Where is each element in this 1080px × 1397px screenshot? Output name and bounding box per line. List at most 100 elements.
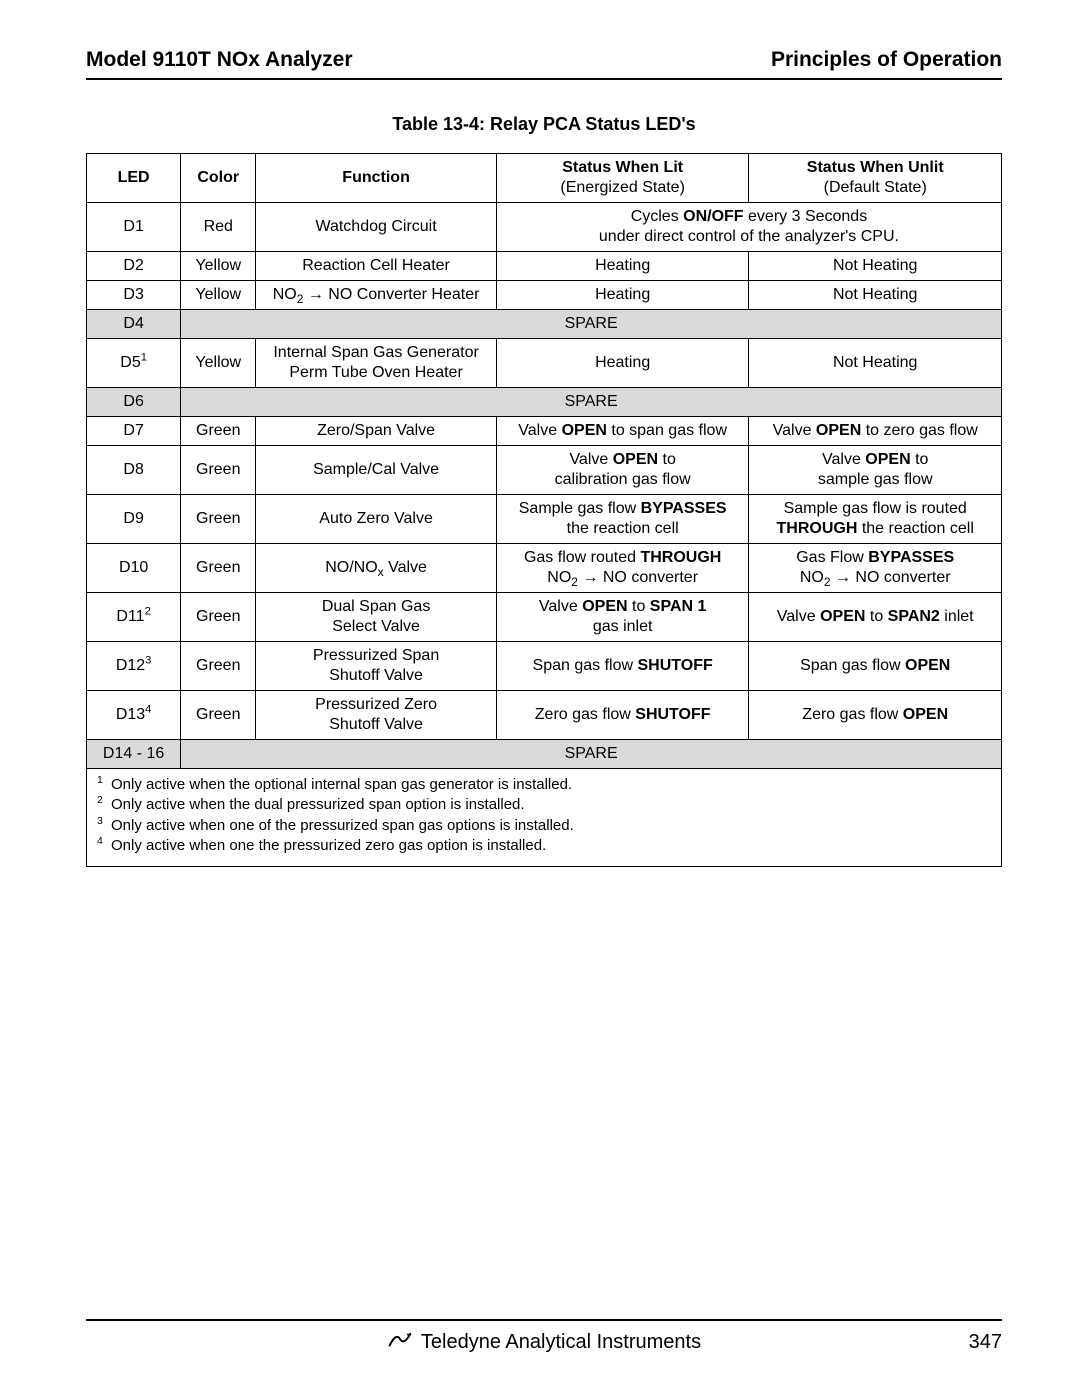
table-row: D8GreenSample/Cal ValveValve OPEN tocali…	[87, 446, 1002, 495]
cell-led: D1	[87, 203, 181, 252]
cell-spare: SPARE	[181, 740, 1002, 769]
cell-function: Reaction Cell Heater	[256, 252, 497, 281]
col-led: LED	[87, 154, 181, 203]
cell-function: NO2 → NO Converter Heater	[256, 281, 497, 310]
cell-status-lit: Gas flow routed THROUGHNO2 → NO converte…	[496, 544, 749, 593]
cell-status-unlit: Gas Flow BYPASSESNO2 → NO converter	[749, 544, 1002, 593]
table-row: D14 - 16SPARE	[87, 740, 1002, 769]
footnote: 2Only active when the dual pressurized s…	[97, 795, 991, 815]
col-unlit-sub: (Default State)	[755, 178, 995, 198]
table-row: D123GreenPressurized SpanShutoff ValveSp…	[87, 642, 1002, 691]
cell-color: Yellow	[181, 339, 256, 388]
cell-status-lit: Zero gas flow SHUTOFF	[496, 691, 749, 740]
cell-status-unlit: Span gas flow OPEN	[749, 642, 1002, 691]
header-right: Principles of Operation	[771, 48, 1002, 72]
cell-led: D9	[87, 495, 181, 544]
col-function: Function	[256, 154, 497, 203]
footnote-number: 4	[97, 834, 111, 854]
table-title: Table 13-4: Relay PCA Status LED's	[86, 114, 1002, 135]
cell-led: D134	[87, 691, 181, 740]
footnote-text: Only active when one the pressurized zer…	[111, 836, 991, 856]
cell-status-lit: Valve OPEN to span gas flow	[496, 417, 749, 446]
col-lit-main: Status When Lit	[562, 159, 683, 176]
cell-function: Zero/Span Valve	[256, 417, 497, 446]
footnote-text: Only active when the optional internal s…	[111, 775, 991, 795]
cell-status-lit: Span gas flow SHUTOFF	[496, 642, 749, 691]
cell-led: D6	[87, 388, 181, 417]
cell-status-unlit: Zero gas flow OPEN	[749, 691, 1002, 740]
led-status-table: LED Color Function Status When Lit (Ener…	[86, 153, 1002, 769]
col-unlit-main: Status When Unlit	[807, 159, 944, 176]
brand-logo-icon	[387, 1329, 413, 1355]
cell-status-unlit: Not Heating	[749, 252, 1002, 281]
footer-brand-text: Teledyne Analytical Instruments	[421, 1331, 701, 1354]
cell-function: Dual Span GasSelect Valve	[256, 593, 497, 642]
footnote: 3Only active when one of the pressurized…	[97, 816, 991, 836]
cell-status-unlit: Sample gas flow is routedTHROUGH the rea…	[749, 495, 1002, 544]
table-row: D112GreenDual Span GasSelect Valve Valve …	[87, 593, 1002, 642]
table-row: D6SPARE	[87, 388, 1002, 417]
cell-status-lit: Sample gas flow BYPASSESthe reaction cel…	[496, 495, 749, 544]
table-row: D2YellowReaction Cell HeaterHeatingNot H…	[87, 252, 1002, 281]
cell-led: D7	[87, 417, 181, 446]
cell-color: Green	[181, 417, 256, 446]
footnote-number: 1	[97, 773, 111, 793]
cell-led: D4	[87, 310, 181, 339]
cell-status-unlit: Valve OPEN to SPAN2 inlet	[749, 593, 1002, 642]
cell-status-lit: Valve OPEN tocalibration gas flow	[496, 446, 749, 495]
table-row: D4SPARE	[87, 310, 1002, 339]
cell-color: Green	[181, 446, 256, 495]
cell-color: Green	[181, 691, 256, 740]
cell-color: Green	[181, 593, 256, 642]
footnote-text: Only active when the dual pressurized sp…	[111, 795, 991, 815]
footer-rule	[86, 1319, 1002, 1321]
footnotes: 1Only active when the optional internal …	[86, 769, 1002, 867]
cell-led: D14 - 16	[87, 740, 181, 769]
cell-led: D8	[87, 446, 181, 495]
cell-function: Sample/Cal Valve	[256, 446, 497, 495]
cell-function: NO/NOx Valve	[256, 544, 497, 593]
cell-color: Green	[181, 495, 256, 544]
cell-status-lit: Heating	[496, 339, 749, 388]
cell-status-lit: Heating	[496, 281, 749, 310]
footnote-number: 2	[97, 793, 111, 813]
cell-led: D2	[87, 252, 181, 281]
table-row: D7GreenZero/Span ValveValve OPEN to span…	[87, 417, 1002, 446]
cell-status-unlit: Valve OPEN tosample gas flow	[749, 446, 1002, 495]
col-lit-sub: (Energized State)	[503, 178, 743, 198]
table-row: D9GreenAuto Zero ValveSample gas flow BY…	[87, 495, 1002, 544]
table-row: D51YellowInternal Span Gas GeneratorPerm…	[87, 339, 1002, 388]
cell-led: D112	[87, 593, 181, 642]
table-header-row: LED Color Function Status When Lit (Ener…	[87, 154, 1002, 203]
cell-function: Auto Zero Valve	[256, 495, 497, 544]
cell-function: Pressurized ZeroShutoff Valve	[256, 691, 497, 740]
footer-page-number: 347	[969, 1331, 1002, 1354]
cell-status-unlit: Valve OPEN to zero gas flow	[749, 417, 1002, 446]
cell-status-unlit: Not Heating	[749, 339, 1002, 388]
cell-function: Watchdog Circuit	[256, 203, 497, 252]
header-left: Model 9110T NOx Analyzer	[86, 48, 353, 72]
cell-function: Internal Span Gas GeneratorPerm Tube Ove…	[256, 339, 497, 388]
cell-color: Red	[181, 203, 256, 252]
cell-status-merged: Cycles ON/OFF every 3 Secondsunder direc…	[496, 203, 1001, 252]
cell-status-unlit: Not Heating	[749, 281, 1002, 310]
cell-led: D3	[87, 281, 181, 310]
cell-status-lit: Heating	[496, 252, 749, 281]
cell-spare: SPARE	[181, 310, 1002, 339]
page-footer: Teledyne Analytical Instruments 347	[86, 1327, 1002, 1357]
cell-spare: SPARE	[181, 388, 1002, 417]
table-row: D1RedWatchdog CircuitCycles ON/OFF every…	[87, 203, 1002, 252]
cell-color: Yellow	[181, 281, 256, 310]
cell-led: D51	[87, 339, 181, 388]
footer-brand: Teledyne Analytical Instruments	[387, 1329, 701, 1355]
cell-color: Green	[181, 544, 256, 593]
table-row: D134GreenPressurized ZeroShutoff ValveZe…	[87, 691, 1002, 740]
cell-led: D123	[87, 642, 181, 691]
footnote: 4Only active when one the pressurized ze…	[97, 836, 991, 856]
table-row: D10GreenNO/NOx ValveGas flow routed THRO…	[87, 544, 1002, 593]
footnote: 1Only active when the optional internal …	[97, 775, 991, 795]
col-color: Color	[181, 154, 256, 203]
table-row: D3YellowNO2 → NO Converter HeaterHeating…	[87, 281, 1002, 310]
col-lit: Status When Lit (Energized State)	[496, 154, 749, 203]
cell-led: D10	[87, 544, 181, 593]
